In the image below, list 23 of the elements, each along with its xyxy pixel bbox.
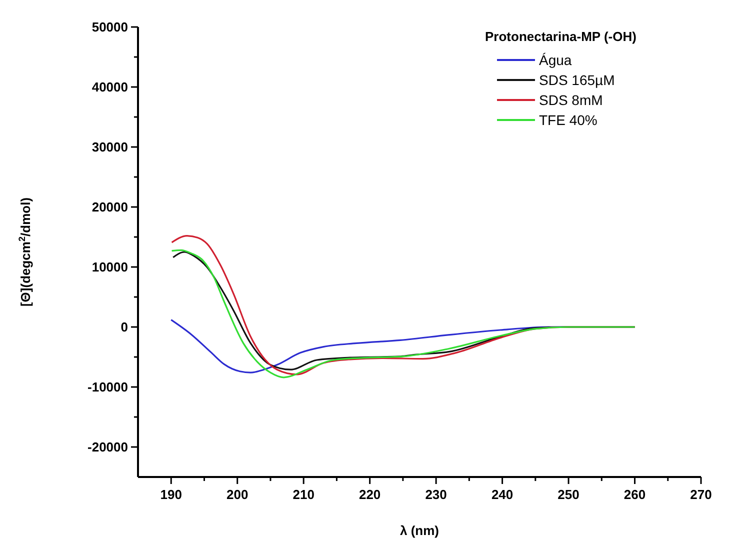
legend-label: TFE 40%: [539, 112, 598, 128]
x-tick-label: 200: [226, 487, 248, 502]
y-tick-label: 20000: [92, 200, 128, 215]
x-tick-label: 240: [491, 487, 514, 502]
legend-label: Água: [539, 52, 572, 68]
legend-label: SDS 8mM: [539, 92, 603, 108]
y-tick-label: 30000: [92, 140, 128, 155]
y-tick-label: 50000: [92, 20, 128, 35]
legend-title: Protonectarina-MP (-OH): [485, 29, 636, 44]
x-tick-label: 250: [558, 487, 580, 502]
x-tick-label: 190: [160, 487, 182, 502]
y-tick-label: -10000: [88, 380, 128, 395]
x-axis-title: λ (nm): [400, 523, 439, 538]
y-tick-label: -20000: [88, 440, 128, 455]
x-tick-label: 210: [292, 487, 314, 502]
x-tick-label: 270: [690, 487, 712, 502]
x-tick-label: 260: [624, 487, 646, 502]
y-tick-label: 0: [120, 320, 128, 335]
legend-label: SDS 165µM: [539, 72, 615, 88]
y-tick-label: 40000: [92, 80, 128, 95]
x-tick-label: 230: [425, 487, 447, 502]
y-tick-label: 10000: [92, 260, 128, 275]
x-tick-label: 220: [358, 487, 381, 502]
